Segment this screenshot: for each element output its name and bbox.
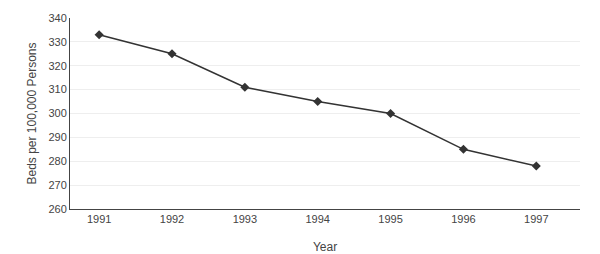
svg-text:Year: Year — [313, 240, 337, 254]
svg-text:280: 280 — [48, 155, 66, 167]
svg-text:Beds per 100,000 Persons: Beds per 100,000 Persons — [25, 42, 39, 184]
svg-text:1991: 1991 — [87, 213, 111, 225]
svg-text:1995: 1995 — [378, 213, 402, 225]
svg-text:1992: 1992 — [160, 213, 184, 225]
svg-text:1993: 1993 — [233, 213, 257, 225]
svg-text:320: 320 — [48, 60, 66, 72]
svg-text:310: 310 — [48, 83, 66, 95]
svg-text:260: 260 — [48, 203, 66, 215]
svg-text:340: 340 — [48, 12, 66, 24]
svg-text:300: 300 — [48, 107, 66, 119]
svg-text:330: 330 — [48, 36, 66, 48]
svg-text:1994: 1994 — [305, 213, 329, 225]
svg-text:270: 270 — [48, 179, 66, 191]
svg-text:1996: 1996 — [451, 213, 475, 225]
svg-text:1997: 1997 — [524, 213, 548, 225]
svg-text:290: 290 — [48, 131, 66, 143]
